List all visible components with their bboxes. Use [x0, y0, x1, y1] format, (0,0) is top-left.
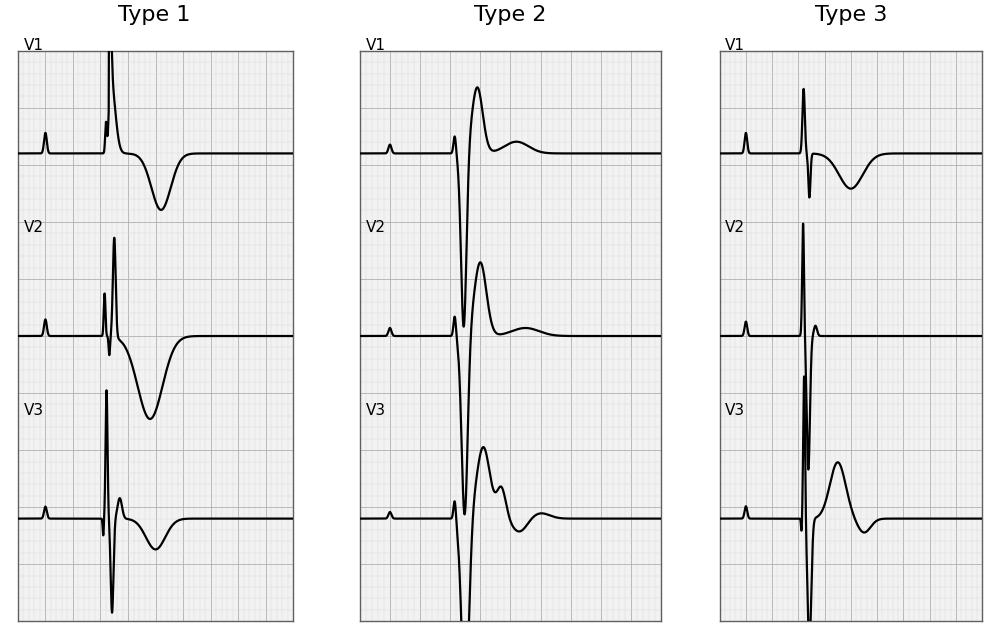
Text: V1: V1: [366, 38, 386, 53]
Text: Type 3: Type 3: [815, 5, 887, 25]
Text: V1: V1: [24, 38, 44, 53]
Text: V2: V2: [725, 221, 745, 235]
Text: Type 1: Type 1: [118, 5, 190, 25]
Text: V3: V3: [725, 403, 746, 418]
Text: V2: V2: [366, 221, 386, 235]
Text: V1: V1: [725, 38, 745, 53]
Text: Type 2: Type 2: [474, 5, 546, 25]
Text: V2: V2: [24, 221, 44, 235]
Text: V3: V3: [366, 403, 386, 418]
Text: V3: V3: [24, 403, 44, 418]
